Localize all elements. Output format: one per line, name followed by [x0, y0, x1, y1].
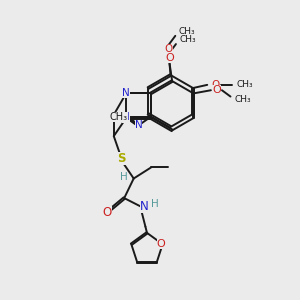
Text: CH₃: CH₃ — [180, 35, 196, 44]
Text: H: H — [120, 172, 128, 182]
Text: O: O — [165, 44, 173, 54]
Text: O: O — [157, 239, 165, 249]
Text: O: O — [212, 85, 221, 95]
Text: S: S — [117, 152, 126, 165]
Text: CH₃: CH₃ — [110, 112, 128, 122]
Text: CH₃: CH₃ — [178, 27, 195, 36]
Text: CH₃: CH₃ — [236, 80, 253, 89]
Text: CH₃: CH₃ — [235, 94, 251, 103]
Text: N: N — [140, 200, 148, 213]
Text: O: O — [103, 206, 112, 219]
Text: H: H — [151, 199, 159, 209]
Text: N: N — [135, 121, 142, 130]
Text: O: O — [165, 53, 174, 63]
Text: N: N — [122, 112, 130, 122]
Text: N: N — [122, 88, 130, 98]
Text: N: N — [122, 113, 130, 123]
Text: O: O — [212, 80, 220, 90]
